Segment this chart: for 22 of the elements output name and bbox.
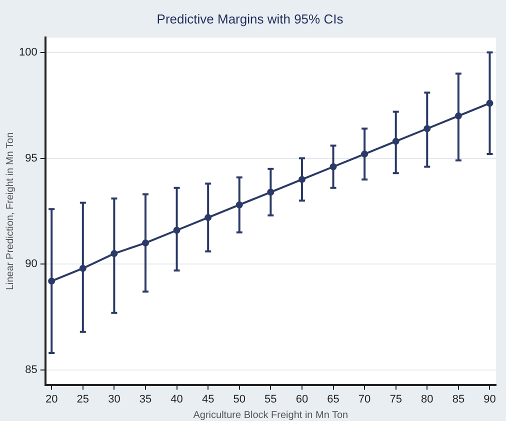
y-axis-title: Linear Prediction, Freight in Mn Ton [4,132,16,290]
x-axis-title: Agriculture Block Freight in Mn Ton [193,410,348,421]
y-tick-label: 95 [25,152,38,164]
y-tick-label: 85 [25,364,38,376]
x-tick-label: 30 [108,393,120,406]
x-tick-label: 45 [202,393,214,406]
x-tick-label: 65 [327,393,340,406]
x-tick-label: 80 [421,393,434,406]
x-tick-label: 25 [76,393,90,406]
y-tick-label: 100 [18,46,38,58]
x-tick-label: 20 [45,393,58,406]
x-tick-label: 40 [170,393,183,406]
x-tick-label: 35 [139,393,152,406]
chart-title: Predictive Margins with 95% CIs [156,11,344,26]
x-tick-label: 85 [452,393,465,406]
x-tick-label: 50 [233,393,246,406]
x-tick-label: 70 [358,393,371,406]
x-tick-label: 60 [296,393,308,406]
x-tick-label: 90 [484,393,496,406]
y-tick-label: 90 [25,258,38,270]
x-tick-label: 75 [390,393,402,406]
x-tick-label: 55 [264,393,277,406]
